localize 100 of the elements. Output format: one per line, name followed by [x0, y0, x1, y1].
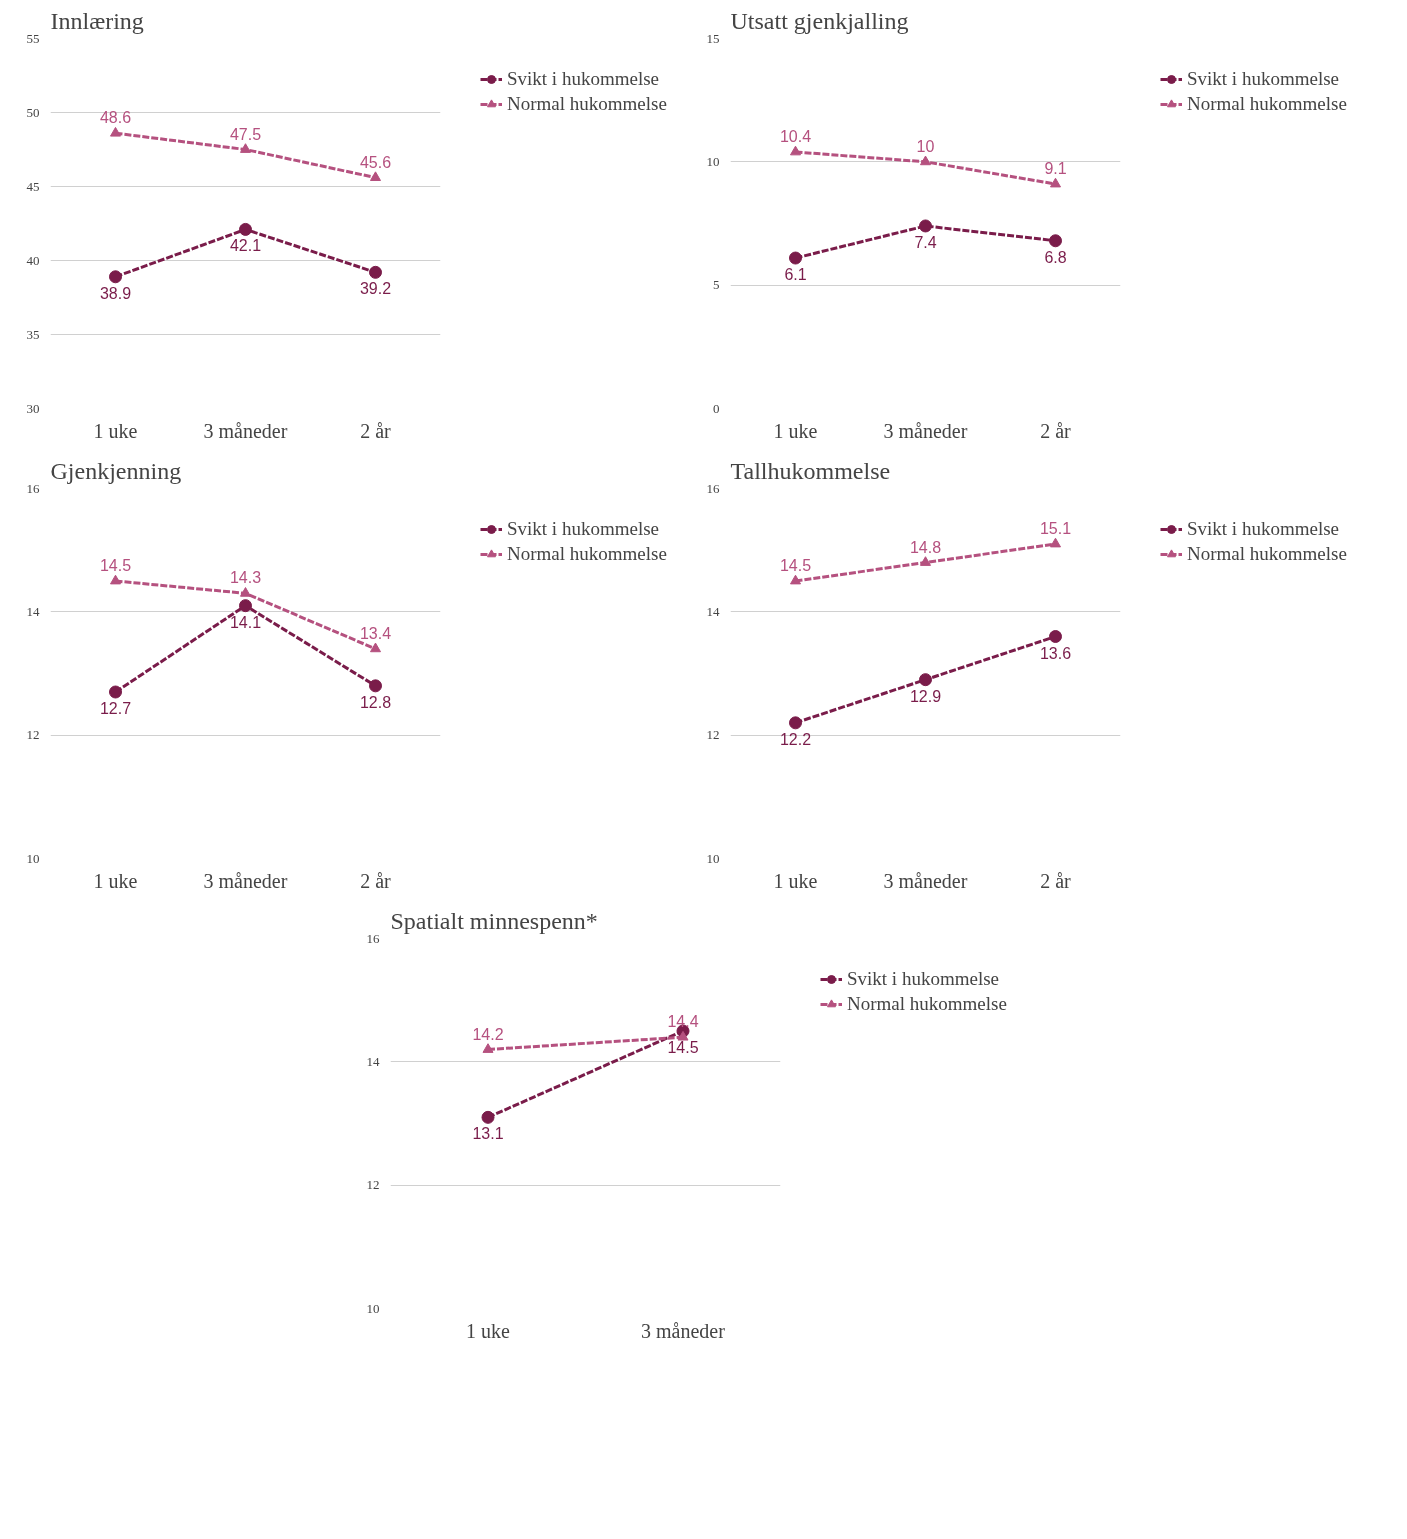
data-label: 45.6: [359, 153, 392, 171]
point: [790, 574, 801, 585]
data-label: 13.6: [1039, 644, 1072, 662]
data-label: 14.5: [667, 1039, 699, 1056]
point: [109, 685, 122, 699]
y-tick-label: 0: [713, 400, 720, 416]
y-tick-label: 12: [26, 727, 40, 743]
x-tick-label: 2 år: [360, 419, 392, 442]
x-tick-label: 1 uke: [773, 869, 818, 892]
point: [239, 599, 252, 613]
x-tick-label: 3 måneder: [203, 869, 288, 892]
data-label: 12.2: [779, 730, 812, 748]
y-tick-label: 5: [713, 277, 720, 293]
point: [109, 270, 122, 284]
chart-title: Innlæring: [50, 7, 144, 34]
point: [370, 642, 381, 653]
x-tick-label: 3 måneder: [641, 1319, 726, 1342]
legend-label: Normal hukommelse: [847, 993, 1007, 1015]
point: [369, 265, 382, 279]
y-tick-label: 14: [706, 603, 720, 619]
data-label: 39.2: [359, 280, 392, 298]
chart-title: Spatialt minnespenn*: [390, 907, 598, 934]
x-tick-label: 1 uke: [773, 419, 818, 442]
data-label: 48.6: [99, 109, 132, 127]
data-label: 14.4: [667, 1013, 699, 1031]
data-label: 10.4: [779, 127, 812, 145]
point: [110, 126, 121, 137]
point: [239, 222, 252, 236]
legend-label: Svikt i hukommelse: [507, 518, 659, 540]
point: [1049, 630, 1062, 643]
y-tick-label: 14: [366, 1053, 380, 1069]
y-tick-label: 16: [366, 930, 380, 946]
y-tick-label: 30: [26, 400, 40, 416]
x-tick-label: 1 uke: [466, 1319, 511, 1342]
x-tick-label: 2 år: [360, 869, 392, 892]
point: [370, 171, 381, 182]
point: [1050, 537, 1061, 548]
data-label: 6.1: [784, 266, 807, 284]
point: [790, 145, 801, 156]
x-tick-label: 2 år: [1040, 869, 1072, 892]
data-label: 12.9: [909, 687, 942, 705]
data-label: 13.4: [359, 624, 392, 642]
y-tick-label: 50: [26, 104, 40, 120]
x-tick-label: 3 måneder: [883, 869, 968, 892]
data-label: 9.1: [1044, 160, 1067, 178]
legend-label: Normal hukommelse: [507, 93, 667, 115]
data-label: 47.5: [229, 125, 262, 143]
data-label: 14.2: [472, 1025, 504, 1043]
legend-label: Normal hukommelse: [507, 543, 667, 565]
y-tick-label: 10: [26, 850, 40, 866]
point: [789, 251, 802, 265]
x-tick-label: 1 uke: [93, 419, 138, 442]
y-tick-label: 14: [26, 603, 40, 619]
y-tick-label: 10: [366, 1300, 380, 1316]
chart-title: Tallhukommelse: [730, 457, 891, 484]
data-label: 38.9: [99, 284, 132, 302]
legend-label: Normal hukommelse: [1187, 543, 1347, 565]
point: [481, 1110, 495, 1124]
point: [789, 716, 802, 730]
data-label: 14.5: [99, 557, 132, 574]
data-label: 15.1: [1039, 520, 1072, 537]
chart-title: Utsatt gjenkjalling: [730, 7, 909, 34]
y-tick-label: 12: [366, 1177, 380, 1193]
y-tick-label: 55: [26, 30, 40, 46]
legend-label: Svikt i hukommelse: [1187, 68, 1339, 90]
legend-label: Svikt i hukommelse: [507, 68, 659, 90]
data-label: 14.3: [229, 569, 262, 587]
y-tick-label: 15: [706, 30, 720, 46]
data-label: 14.8: [909, 538, 942, 556]
y-tick-label: 45: [26, 178, 40, 194]
point: [920, 155, 931, 166]
x-tick-label: 3 måneder: [203, 419, 288, 442]
legend-label: Svikt i hukommelse: [1187, 518, 1339, 540]
data-label: 12.7: [99, 700, 132, 717]
y-tick-label: 16: [706, 480, 720, 496]
data-label: 14.1: [229, 613, 262, 631]
point: [1049, 234, 1062, 248]
y-tick-label: 12: [706, 727, 720, 743]
x-tick-label: 2 år: [1040, 419, 1072, 442]
chart-title: Gjenkjenning: [50, 457, 182, 484]
data-label: 10: [916, 137, 935, 155]
legend-label: Svikt i hukommelse: [847, 968, 999, 990]
data-label: 6.8: [1044, 248, 1067, 266]
data-label: 13.1: [472, 1125, 504, 1143]
y-tick-label: 40: [26, 252, 40, 268]
y-tick-label: 35: [26, 326, 40, 342]
data-label: 12.8: [359, 693, 392, 711]
point: [110, 574, 121, 585]
data-label: 42.1: [229, 237, 262, 255]
point: [240, 143, 251, 153]
legend-label: Normal hukommelse: [1187, 93, 1347, 115]
data-label: 7.4: [914, 233, 937, 251]
point: [1050, 177, 1061, 188]
point: [920, 556, 931, 566]
y-tick-label: 10: [706, 850, 720, 866]
data-label: 14.5: [779, 557, 812, 574]
x-tick-label: 3 måneder: [883, 419, 968, 442]
y-tick-label: 16: [26, 480, 40, 496]
point: [919, 673, 932, 687]
x-tick-label: 1 uke: [93, 869, 138, 892]
